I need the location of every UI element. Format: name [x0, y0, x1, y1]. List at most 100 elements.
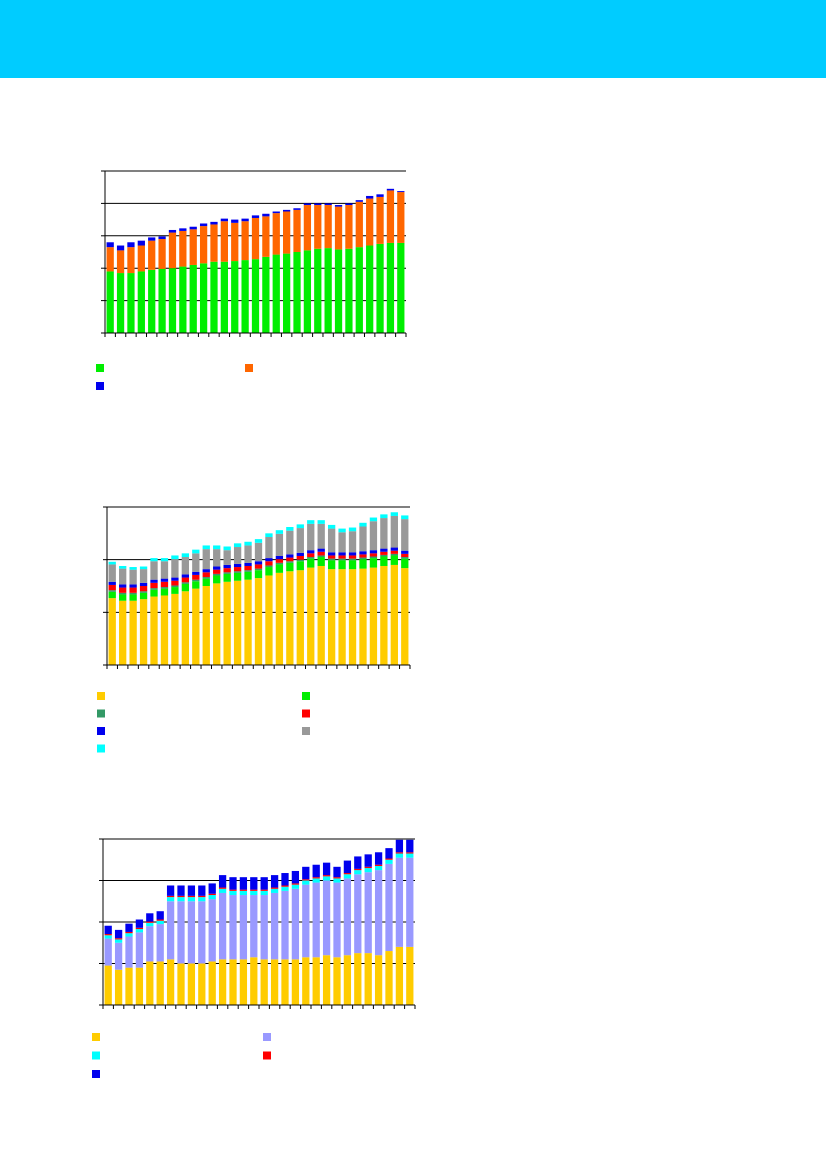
bar-segment	[254, 578, 263, 665]
bar-segment	[231, 261, 239, 333]
bar-segment	[317, 551, 325, 556]
bar-segment	[355, 200, 363, 202]
bar-segment	[406, 853, 414, 858]
bar-segment	[327, 528, 336, 553]
bar-segment	[359, 551, 367, 555]
legend-swatch	[92, 1051, 100, 1060]
bar-segment	[160, 588, 169, 596]
bar-segment	[395, 852, 404, 854]
bar-segment	[348, 569, 357, 665]
bar-segment	[317, 565, 325, 665]
bar-segment	[125, 936, 133, 968]
bar-segment	[187, 901, 196, 964]
bar-segment	[275, 559, 284, 563]
bar-segment	[390, 547, 398, 551]
bar-segment	[324, 248, 332, 333]
bar-segment	[369, 553, 378, 557]
bar-segment	[338, 560, 346, 570]
legend-swatch	[97, 692, 105, 700]
bar-segment	[322, 862, 331, 876]
bar-segment	[116, 245, 125, 251]
bar-segment	[160, 558, 169, 562]
bar-segment	[187, 897, 196, 902]
bar-segment	[233, 563, 242, 568]
bar-segment	[158, 268, 166, 333]
bar-segment	[187, 885, 196, 896]
bar-segment	[250, 877, 258, 890]
bar-segment	[104, 934, 112, 936]
bar-segment	[181, 557, 190, 575]
bar-segment	[354, 856, 362, 869]
bar-segment	[220, 218, 228, 222]
bar-segment	[202, 549, 210, 570]
bar-segment	[210, 221, 218, 225]
bar-segment	[139, 599, 148, 665]
bar-segment	[181, 574, 190, 578]
bar-segment	[239, 877, 248, 890]
bar-segment	[254, 561, 263, 565]
bar-segment	[364, 868, 372, 873]
bar-segment	[401, 553, 409, 558]
bar-segment	[254, 568, 263, 571]
bar-segment	[106, 247, 114, 272]
bar-segment	[395, 839, 404, 853]
bar-segment	[333, 957, 341, 1005]
legend-swatch	[302, 727, 310, 735]
bar-segment	[359, 522, 367, 527]
bar-segment	[251, 259, 260, 333]
bar-segment	[223, 546, 231, 551]
bar-segment	[223, 568, 231, 573]
bar-segment	[348, 555, 357, 559]
bar-segment	[265, 567, 273, 576]
bar-segment	[156, 911, 164, 920]
bar-segment	[293, 208, 301, 210]
bar-segment	[302, 884, 310, 958]
bar-segment	[254, 542, 263, 562]
bar-segment	[171, 555, 179, 560]
bar-segment	[192, 571, 200, 575]
bar-segment	[223, 550, 231, 565]
bar-segment	[270, 959, 279, 1005]
bar-segment	[324, 203, 332, 206]
bar-segment	[364, 953, 372, 1005]
bar-segment	[386, 190, 395, 243]
bar-segment	[229, 877, 237, 890]
bar-segment	[338, 552, 346, 556]
bar-segment	[312, 957, 320, 1005]
bar-segment	[327, 569, 336, 665]
bar-segment	[198, 885, 206, 896]
bar-segment	[307, 523, 315, 551]
bar-segment	[241, 221, 249, 261]
bar-segment	[275, 530, 284, 534]
bar-segment	[354, 868, 362, 871]
bar-segment	[146, 921, 154, 923]
bar-segment	[281, 873, 289, 886]
bar-segment	[359, 559, 367, 569]
bar-segment	[192, 553, 200, 572]
bar-segment	[208, 899, 216, 962]
bar-segment	[239, 959, 248, 1005]
bar-segment	[114, 938, 123, 940]
bar-segment	[166, 897, 175, 902]
bar-segment	[369, 567, 378, 665]
bar-segment	[198, 897, 206, 902]
bar-segment	[129, 594, 137, 601]
legend-swatch	[245, 364, 253, 372]
bar-segment	[260, 959, 268, 1005]
bar-segment	[302, 880, 310, 885]
bar-segment	[137, 240, 145, 246]
bar-segment	[359, 568, 367, 665]
bar-segment	[254, 539, 263, 543]
bar-segment	[213, 566, 221, 570]
bar-segment	[303, 203, 312, 206]
bar-segment	[270, 892, 279, 960]
bar-segment	[265, 575, 273, 665]
bar-segment	[390, 564, 398, 665]
bar-segment	[148, 237, 156, 241]
bar-segment	[386, 188, 395, 191]
bar-segment	[108, 564, 116, 582]
bar-segment	[401, 519, 409, 551]
bar-segment	[406, 852, 414, 854]
bar-segment	[177, 885, 185, 896]
bar-segment	[250, 957, 258, 1005]
